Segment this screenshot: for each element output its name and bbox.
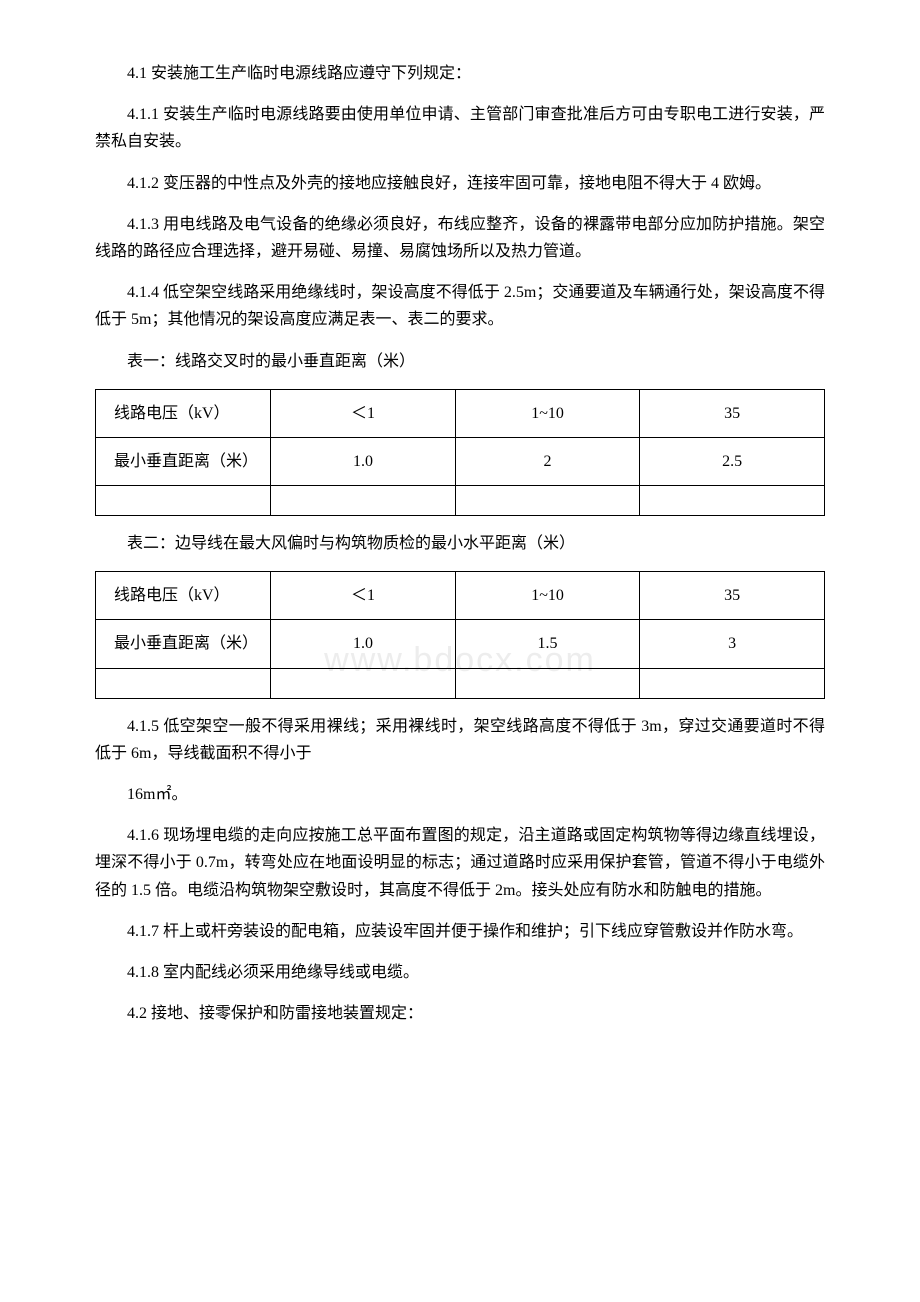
table-row xyxy=(96,486,825,516)
table-cell xyxy=(96,668,271,698)
table-cell xyxy=(455,486,640,516)
table-cell: 35 xyxy=(640,389,825,437)
table-cell: 35 xyxy=(640,572,825,620)
table-row: 线路电压（kV） ＜1 1~10 35 xyxy=(96,389,825,437)
paragraph-4-1-1: 4.1.1 安装生产临时电源线路要由使用单位申请、主管部门审查批准后方可由专职电… xyxy=(95,101,825,155)
paragraph-4-1-2: 4.1.2 变压器的中性点及外壳的接地应接触良好，连接牢固可靠，接地电阻不得大于… xyxy=(95,170,825,197)
table-cell xyxy=(271,668,456,698)
table-cell xyxy=(640,486,825,516)
paragraph-4-1-8: 4.1.8 室内配线必须采用绝缘导线或电缆。 xyxy=(95,959,825,986)
table-cell: 1.0 xyxy=(271,437,456,485)
table-cell: 2 xyxy=(455,437,640,485)
table-1: 线路电压（kV） ＜1 1~10 35 最小垂直距离（米） 1.0 2 2.5 xyxy=(95,389,825,516)
table-cell: 线路电压（kV） xyxy=(96,389,271,437)
table-cell xyxy=(271,486,456,516)
table-cell: 1~10 xyxy=(455,389,640,437)
table-2: 线路电压（kV） ＜1 1~10 35 最小垂直距离（米） 1.0 1.5 3 xyxy=(95,571,825,698)
paragraph-4-2: 4.2 接地、接零保护和防雷接地装置规定： xyxy=(95,1000,825,1027)
table-cell: 1~10 xyxy=(455,572,640,620)
paragraph-4-1-7: 4.1.7 杆上或杆旁装设的配电箱，应装设牢固并便于操作和维护；引下线应穿管敷设… xyxy=(95,918,825,945)
paragraph-4-1-4: 4.1.4 低空架空线路采用绝缘线时，架设高度不得低于 2.5m；交通要道及车辆… xyxy=(95,279,825,333)
document-body: 4.1 安装施工生产临时电源线路应遵守下列规定： 4.1.1 安装生产临时电源线… xyxy=(95,60,825,1027)
table-cell xyxy=(455,668,640,698)
paragraph-4-1: 4.1 安装施工生产临时电源线路应遵守下列规定： xyxy=(95,60,825,87)
table-cell: 3 xyxy=(640,620,825,668)
table-cell xyxy=(640,668,825,698)
paragraph-4-1-5: 4.1.5 低空架空一般不得采用裸线；采用裸线时，架空线路高度不得低于 3m，穿… xyxy=(95,713,825,767)
table-row: 最小垂直距离（米） 1.0 1.5 3 xyxy=(96,620,825,668)
table-cell: 线路电压（kV） xyxy=(96,572,271,620)
paragraph-4-1-5b: 16m㎡。 xyxy=(95,781,825,808)
table-2-caption: 表二：边导线在最大风偏时与构筑物质检的最小水平距离（米） xyxy=(95,530,825,557)
table-cell: 2.5 xyxy=(640,437,825,485)
table-cell: 最小垂直距离（米） xyxy=(96,620,271,668)
table-cell: 最小垂直距离（米） xyxy=(96,437,271,485)
table-row: 最小垂直距离（米） 1.0 2 2.5 xyxy=(96,437,825,485)
table-row xyxy=(96,668,825,698)
table-1-caption: 表一：线路交叉时的最小垂直距离（米） xyxy=(95,348,825,375)
table-cell: 1.5 xyxy=(455,620,640,668)
table-cell xyxy=(96,486,271,516)
paragraph-4-1-3: 4.1.3 用电线路及电气设备的绝缘必须良好，布线应整齐，设备的裸露带电部分应加… xyxy=(95,211,825,265)
table-row: 线路电压（kV） ＜1 1~10 35 xyxy=(96,572,825,620)
paragraph-4-1-6: 4.1.6 现场埋电缆的走向应按施工总平面布置图的规定，沿主道路或固定构筑物等得… xyxy=(95,822,825,904)
table-cell: ＜1 xyxy=(271,389,456,437)
table-cell: ＜1 xyxy=(271,572,456,620)
table-cell: 1.0 xyxy=(271,620,456,668)
